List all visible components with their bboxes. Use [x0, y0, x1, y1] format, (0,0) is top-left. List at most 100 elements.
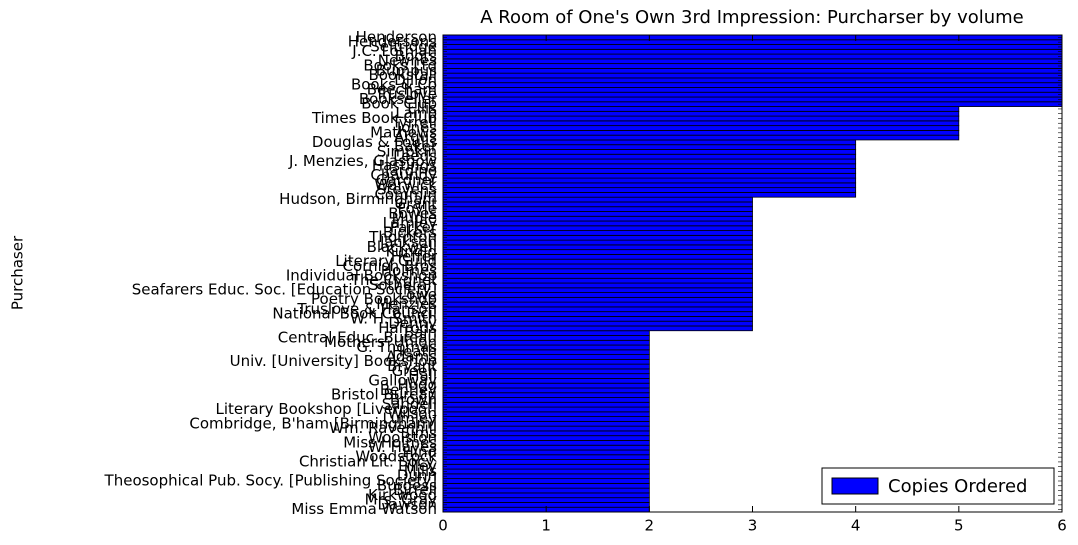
bar [442, 91, 1063, 98]
y-tick-label: Bain [404, 324, 437, 342]
bar [442, 296, 753, 303]
y-tick-label: Menzies [376, 295, 437, 313]
bar [442, 67, 1063, 74]
bar [442, 72, 1063, 79]
bar [442, 368, 650, 375]
x-tick-label: 4 [851, 517, 861, 535]
y-tick-label: Commin [374, 185, 437, 203]
y-tick-label: Individual Bookshop [286, 266, 437, 284]
bar [442, 497, 650, 503]
y-tick-label: Sotheran [369, 276, 437, 294]
y-tick-label: Holmes [381, 262, 437, 280]
y-tick-label: Grant [395, 195, 437, 213]
bar [442, 177, 857, 184]
bar [442, 482, 650, 489]
bar [442, 53, 1063, 60]
y-tick-label: Burgess [377, 476, 437, 494]
bar [442, 206, 753, 212]
y-tick-label: Books Ltd [363, 57, 437, 75]
y-tick-label: Kundig [386, 243, 437, 261]
x-tick-label: 3 [748, 517, 758, 535]
bar [442, 459, 650, 465]
y-tick-label: Bowes [388, 204, 437, 222]
y-tick-label: Parker [390, 219, 438, 237]
bar [442, 320, 753, 327]
y-tick-label: Lamb [395, 104, 437, 122]
y-tick-label: Thornton [368, 228, 437, 246]
bar [442, 158, 857, 165]
y-tick-label: Henderson [356, 28, 437, 46]
y-tick-label: Miss Emma Watson [291, 500, 437, 518]
bar [442, 363, 650, 370]
bar [442, 354, 650, 360]
bar [442, 187, 857, 193]
bar [442, 96, 1063, 103]
y-tick-label: Beecham [367, 80, 437, 98]
y-axis-label: Purchaser [9, 235, 27, 310]
y-tick-label: Chaundy [370, 166, 437, 184]
bar [442, 411, 650, 417]
bar [442, 172, 857, 179]
y-tick-label: Univ. [University] Bookshop [230, 352, 437, 370]
bar [442, 225, 753, 231]
y-tick-label: Theosophical Pub. Socy. [Publishing Soci… [104, 471, 437, 489]
bar [442, 349, 650, 355]
y-tick-label: Wilson [388, 405, 437, 423]
y-tick-label: G. Thomas [356, 338, 437, 356]
y-tick-label: Bristol Bureau [331, 386, 437, 404]
y-tick-label: Woodstock [355, 448, 437, 466]
y-tick-label: Hogg [398, 376, 438, 394]
y-tick-label: Birrell [393, 481, 437, 499]
y-tick-label: Literary Guild [335, 252, 437, 270]
bar [442, 301, 753, 308]
bar [442, 463, 650, 470]
y-tick-label: Hendersons [348, 33, 437, 51]
y-tick-label: Denny [388, 314, 437, 332]
y-tick-label: Blackwell [367, 238, 437, 256]
y-tick-label: Dawson [377, 495, 437, 513]
y-tick-label: Christian Lit. Socy. [299, 452, 437, 470]
bar [442, 196, 753, 203]
bar [442, 215, 753, 222]
y-tick-label: Galloway [368, 371, 437, 389]
y-tick-label: Dillon [394, 71, 437, 89]
bar [442, 249, 753, 255]
y-tick-label: Heath [392, 343, 437, 361]
y-tick-label: Hastings [372, 157, 437, 175]
bar [442, 134, 960, 141]
bar [442, 144, 857, 150]
y-tick-label: Harrods [378, 319, 437, 337]
y-tick-label: Cornish Bros [343, 257, 438, 275]
bar [442, 244, 753, 251]
y-tick-label: Gardner [376, 171, 438, 189]
x-tick-label: 6 [1057, 517, 1067, 535]
legend-swatch [831, 477, 879, 495]
bar [442, 449, 650, 456]
y-tick-label: Newnes [378, 52, 437, 70]
y-tick-label: Boots [395, 47, 438, 65]
y-tick-label: Wm. Ravenhill [329, 419, 437, 437]
y-tick-label: W. Hayes [368, 438, 437, 456]
y-tick-label: Stevens [377, 181, 437, 199]
y-tick-label: Mothers' Union [324, 333, 437, 351]
bar [442, 454, 650, 460]
y-tick-label: Lumley [383, 409, 438, 427]
x-tick-label: 5 [954, 517, 964, 535]
y-tick-label: Leeds [393, 147, 437, 165]
bar [442, 316, 753, 322]
bar [442, 163, 857, 169]
y-tick-label: Lilley [398, 457, 437, 475]
x-tick-label: 1 [541, 517, 551, 535]
bar [442, 406, 650, 413]
bar [442, 101, 1063, 107]
y-tick-label: Adams [386, 347, 437, 365]
y-tick-label: Lowe [398, 285, 437, 303]
y-tick-label: Literary Bookshop [Liverpool] [216, 400, 437, 418]
chart-title: A Room of One's Own 3rd Impression: Purc… [480, 7, 1024, 28]
bar [442, 311, 753, 317]
y-tick-label: Simpkin [377, 142, 437, 160]
bar [442, 230, 753, 236]
y-tick-label: Lamley [383, 214, 438, 232]
bar [442, 492, 650, 499]
bar [442, 273, 753, 279]
